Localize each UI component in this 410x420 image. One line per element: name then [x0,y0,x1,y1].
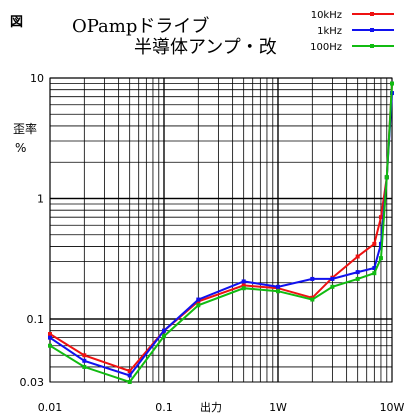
data-point [241,283,246,288]
data-point [378,256,383,261]
y-axis-unit: % [15,141,26,155]
data-point [355,276,360,281]
y-tick-label: 0.1 [27,313,45,326]
data-point [310,297,315,302]
chart-subtitle: 半導体アンプ・改 [134,37,277,58]
data-point [355,254,360,259]
data-point [390,81,394,86]
data-point [48,332,52,337]
data-point [48,343,52,348]
data-point [241,279,246,284]
x-axis-label: 出力 [200,400,222,414]
data-point [330,276,335,281]
data-point [355,270,360,275]
legend-label: 1kHz [317,26,342,37]
y-tick-label: 10 [30,72,44,85]
series-group [48,81,394,384]
data-point [241,286,246,291]
legend-marker [370,44,374,48]
data-point [127,373,132,378]
data-point [127,380,132,384]
data-point [378,215,383,220]
data-point [276,284,280,289]
chart-title: OPampドライブ [72,15,209,37]
series-line [49,83,393,373]
y-tick-label: 1 [37,192,44,205]
data-point [378,241,383,246]
data-point [384,175,389,180]
series-line [49,83,393,384]
data-point [162,328,166,333]
data-point [310,276,315,281]
data-point [196,297,201,302]
legend-label: 10kHz [311,10,342,21]
series-line [49,93,393,377]
data-point [48,335,52,340]
tick-labels: 0.01 0.1 1W 10W 10 1 0.1 0.03 [20,72,405,414]
data-point [330,284,335,289]
data-point [372,271,377,276]
data-point [372,265,377,270]
x-tick-label: 1W [269,401,287,414]
data-point [196,303,201,308]
data-point [162,334,166,339]
figure-label: 図 [10,15,23,30]
data-point [82,364,87,369]
y-axis-label: 歪率 [13,121,37,136]
x-tick-label: 0.01 [38,401,63,414]
grid [49,77,393,383]
data-point [276,289,280,294]
legend-marker [370,12,374,16]
y-tick-label: 0.03 [20,376,45,389]
data-point [82,353,87,358]
legend: 10kHz 1kHz 100Hz [310,10,394,53]
plot-frame [49,77,393,383]
x-tick-label: 10W [380,401,405,414]
data-point [372,241,377,246]
legend-marker [370,28,374,32]
legend-label: 100Hz [310,42,342,53]
data-point [82,358,87,363]
data-point [127,369,132,374]
x-tick-label: 0.1 [155,401,173,414]
